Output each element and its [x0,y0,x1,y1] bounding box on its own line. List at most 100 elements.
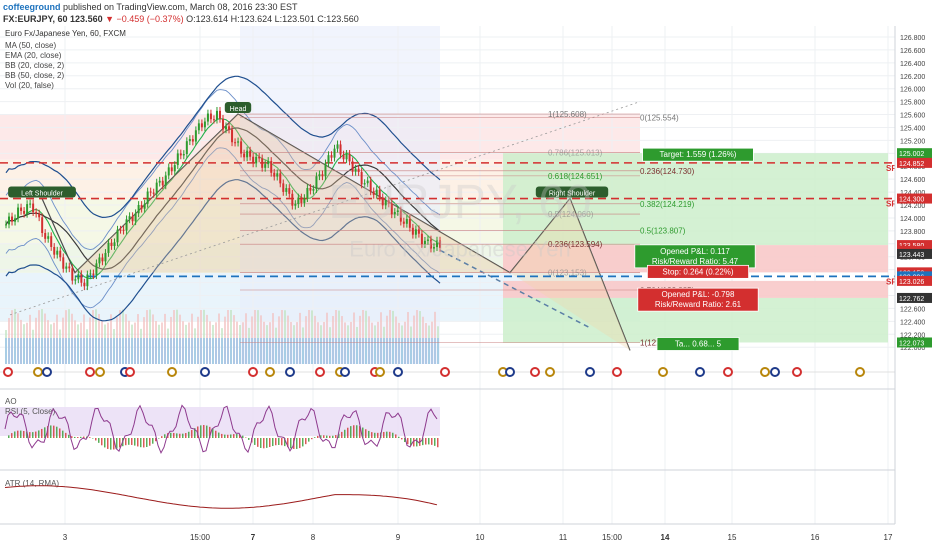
legend-title: Euro Fx/Japanese Yen, 60, FXCM [5,29,126,38]
event-marker-icon [167,367,177,377]
volume-bar [200,310,202,364]
candle-body [23,210,26,214]
candle-body [176,153,179,166]
candle-body [285,188,288,192]
candle-body [101,257,104,262]
volume-ma-bar [206,338,208,364]
ao-bar [170,432,172,438]
ao-bar [98,438,100,443]
volume-ma-bar [341,338,343,364]
candle-body [378,189,381,198]
price-tick: 122.600 [900,306,925,313]
event-marker-icon [95,367,105,377]
volume-bar [257,310,259,364]
candle-body [273,172,276,177]
candle-body [197,123,200,131]
volume-ma-bar [170,338,172,364]
volume-ma-bar [353,338,355,364]
price-tick: 122.200 [900,332,925,339]
volume-ma-bar [275,338,277,364]
candle-body [408,219,411,228]
ao-bar [320,435,322,438]
event-marker-icon [125,367,135,377]
volume-bar [281,310,283,364]
opened-pl-label: Opened P&L: 0.117 [660,247,730,256]
volume-bar [254,310,256,364]
ao-bar [89,437,91,438]
volume-ma-bar [362,338,364,364]
event-markers [0,367,895,377]
price-badge: 123.026 [899,279,924,286]
ao-bar [407,438,409,445]
price-badge: 125.002 [899,151,924,158]
volume-ma-bar [326,338,328,364]
ao-bar [347,427,349,438]
volume-ma-bar [365,338,367,364]
candle-body [146,191,149,204]
ao-bar [119,438,121,448]
volume-ma-bar [335,338,337,364]
event-marker-icon [393,367,403,377]
price-badge: 122.762 [899,296,924,303]
volume-bar [392,310,394,364]
candle-body [324,163,327,177]
candle-body [68,266,71,269]
ao-bar [53,425,55,438]
ao-bar [131,438,133,445]
price-tick: 123.800 [900,229,925,236]
volume-ma-bar [14,338,16,364]
ao-bar [263,438,265,449]
ao-bar [146,438,148,447]
fib-label-faded: 0.786(125.013) [548,148,603,157]
ao-bar [50,425,52,438]
price-chart[interactable]: Head Left Shoulder Right Shoulder 1(125.608… [0,26,932,550]
time-tick: 17 [884,533,893,542]
ao-bar [71,436,73,438]
volume-ma-bar [398,338,400,364]
ao-bar [194,428,196,438]
author-name[interactable]: coffeeground [3,2,61,12]
volume-ma-bar [239,338,241,364]
ao-bar [326,435,328,438]
volume-ma-bar [125,338,127,364]
volume-ma-bar [56,338,58,364]
volume-ma-bar [44,338,46,364]
volume-ma-bar [395,338,397,364]
price-badge-bg [897,193,932,204]
volume-ma-bar [242,338,244,364]
candle-body [405,219,408,224]
event-marker-icon [200,367,210,377]
candle-body [342,154,345,160]
volume-ma-bar [284,338,286,364]
ao-bar [227,434,229,438]
ao-bar [395,434,397,438]
volume-ma-bar [47,338,49,364]
volume-ma-bar [194,338,196,364]
ao-bar [269,438,271,448]
event-marker-icon [695,367,705,377]
ao-bar [431,438,433,445]
volume-bar [284,310,286,364]
candle-body [240,141,243,154]
candle-body [134,213,137,222]
volume-ma-bar [176,338,178,364]
price-tick: 125.200 [900,138,925,145]
volume-bar [122,309,124,364]
volume-bar [365,310,367,364]
event-marker-icon [33,367,43,377]
volume-ma-bar [218,338,220,364]
sr-label: SR [886,164,897,173]
volume-ma-bar [389,338,391,364]
event-marker-icon [770,367,780,377]
volume-ma-bar [53,338,55,364]
volume-ma-bar [215,338,217,364]
ao-bar [254,438,256,445]
volume-ma-bar [35,338,37,364]
fib-zone [240,26,440,364]
candle-body [8,216,11,225]
price-tick: 124.200 [900,203,925,210]
volume-ma-bar [143,338,145,364]
candle-body [420,233,423,245]
volume-ma-bar [290,338,292,364]
candle-body [318,174,321,177]
